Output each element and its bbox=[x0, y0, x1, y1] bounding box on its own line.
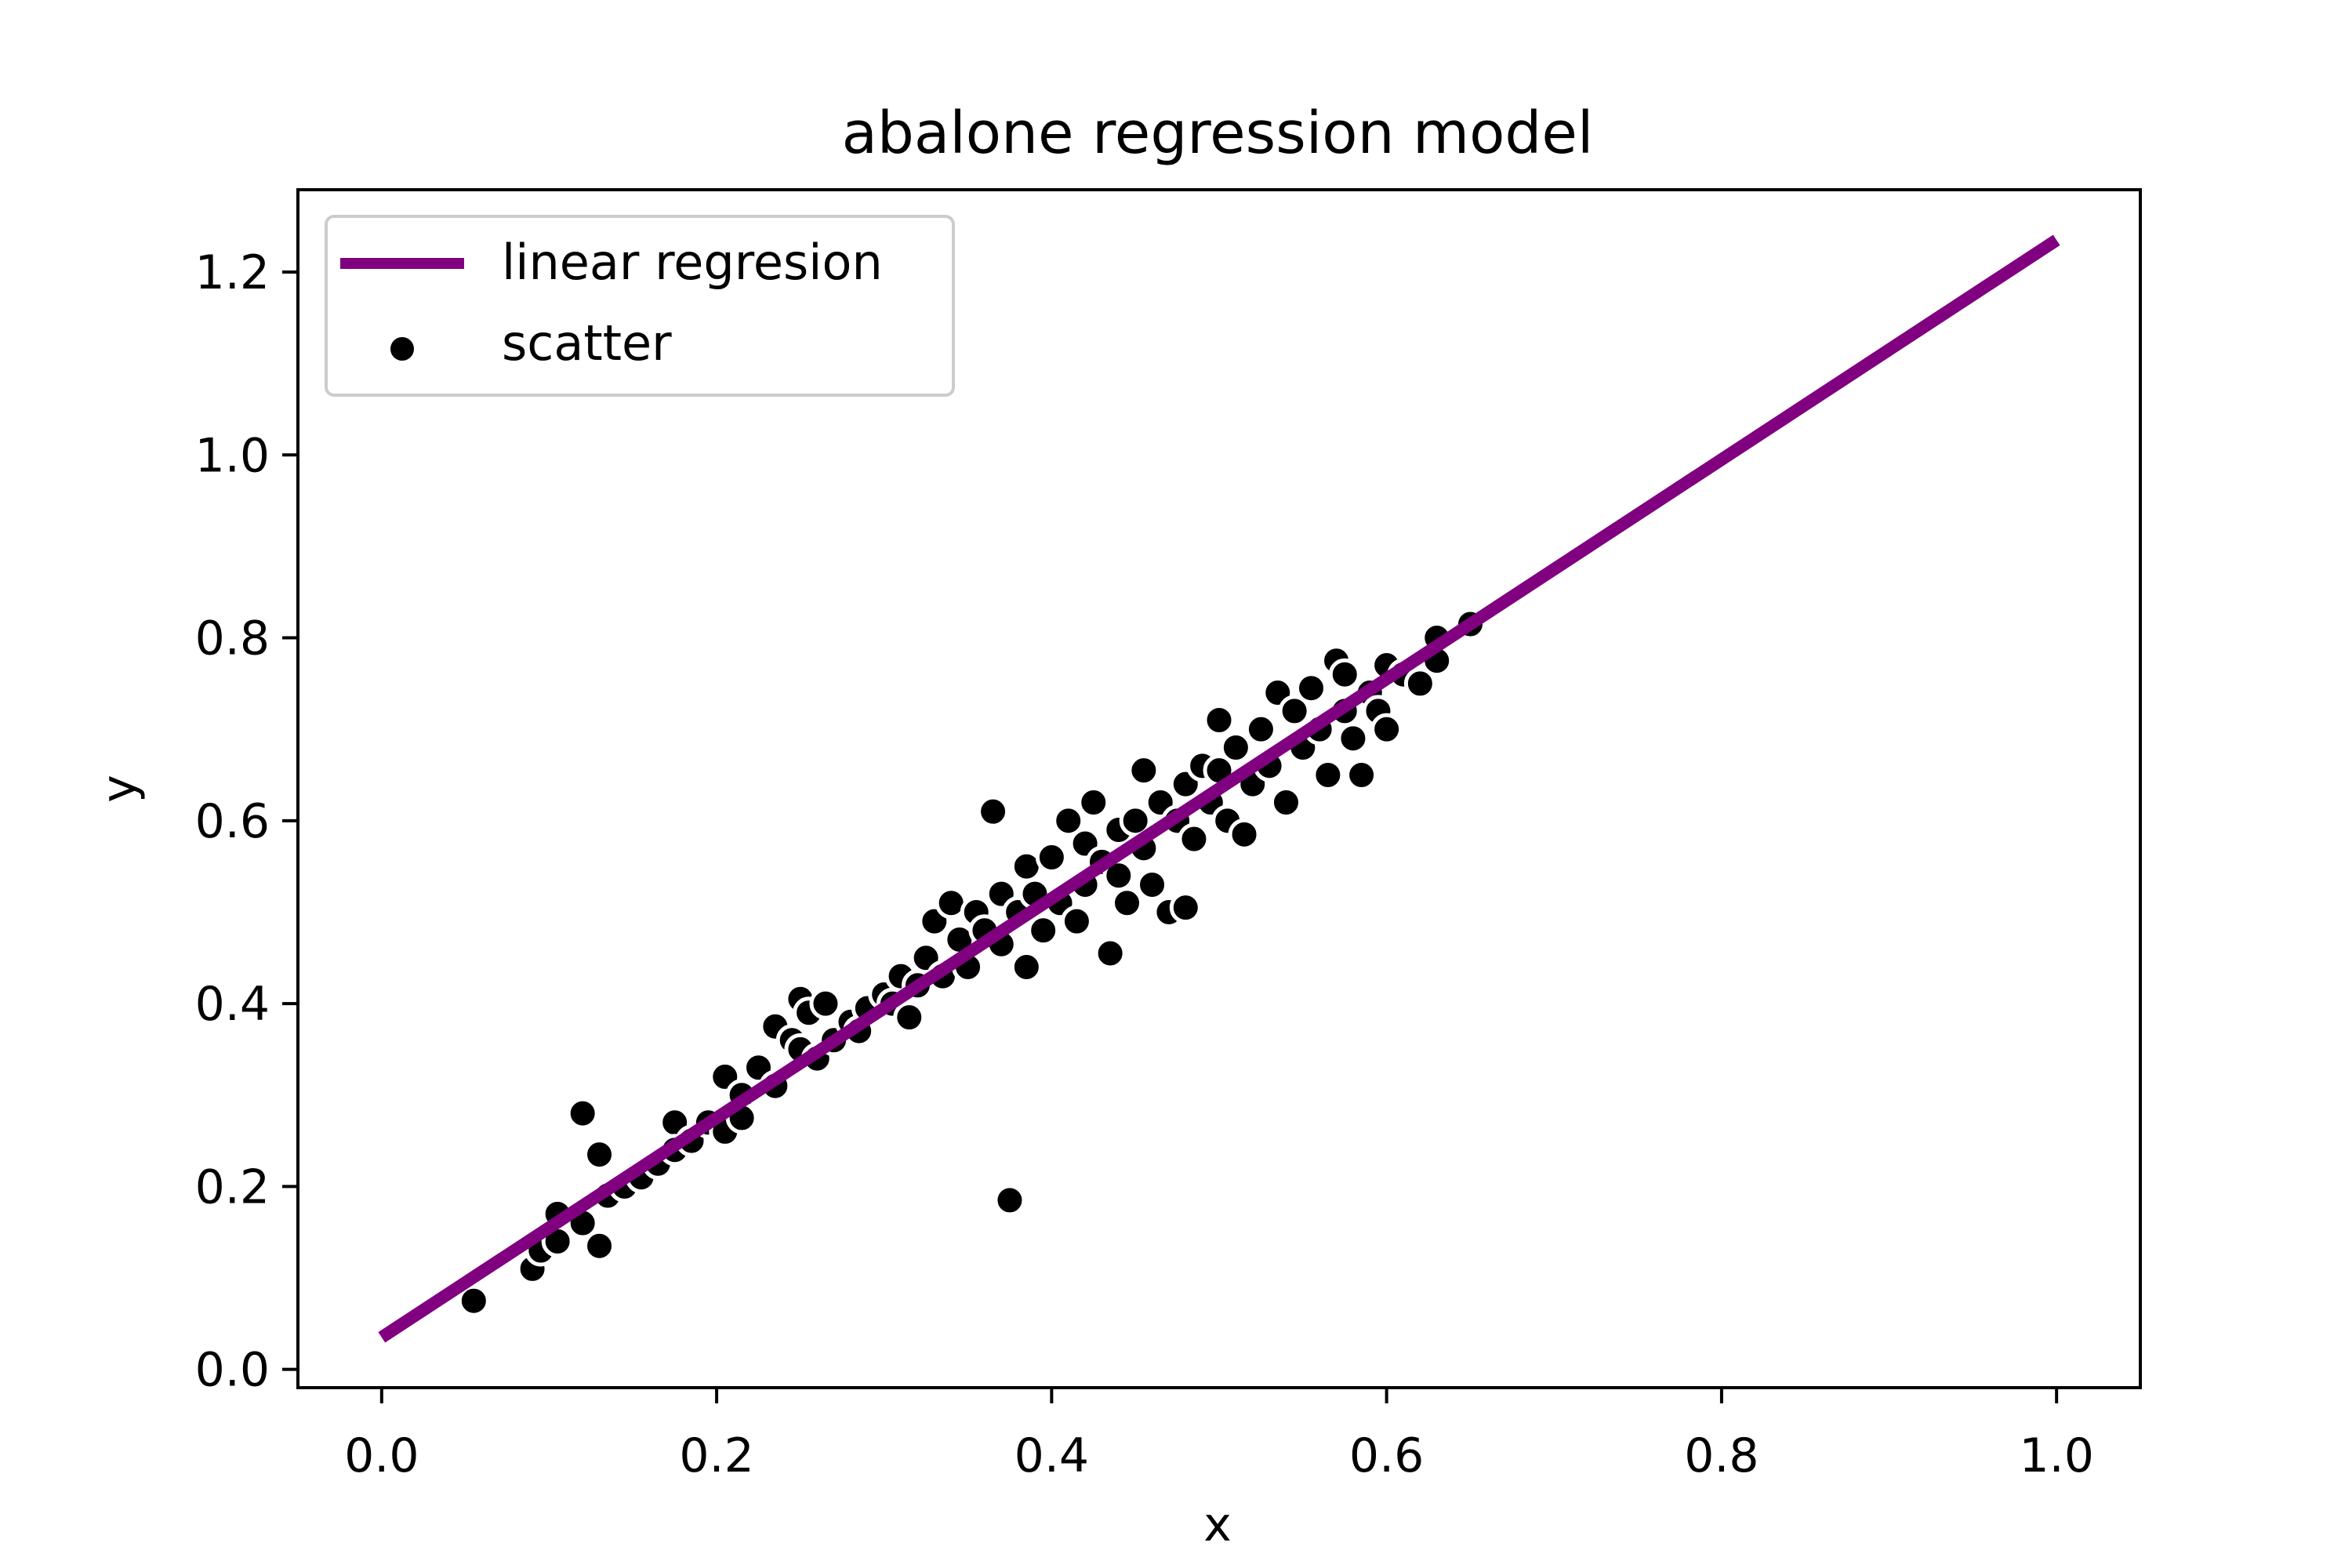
scatter-point bbox=[1178, 822, 1210, 855]
scatter-point bbox=[1328, 658, 1361, 691]
scatter-point bbox=[1094, 937, 1127, 970]
plot-area bbox=[378, 234, 2060, 1343]
scatter-point bbox=[566, 1097, 599, 1130]
scatter-point bbox=[809, 987, 842, 1020]
scatter-point bbox=[993, 1184, 1026, 1217]
axes-frame bbox=[296, 188, 2142, 1389]
legend: linear regresion scatter bbox=[325, 215, 955, 397]
x-tick-label: 0.6 bbox=[1349, 1428, 1424, 1483]
scatter-point bbox=[1337, 722, 1370, 755]
x-tick-label: 0.0 bbox=[344, 1428, 419, 1483]
scatter-point bbox=[583, 1138, 616, 1171]
axis-ticks: 0.0 0.2 0.4 0.6 0.8 1.0 0.0 0.2 0.4 0.6 0.8 1.0 1.2 bbox=[195, 245, 2094, 1483]
x-axis-label: x bbox=[1203, 1497, 1232, 1552]
legend-label-scatter: scatter bbox=[502, 314, 672, 372]
scatter-point bbox=[1295, 672, 1327, 705]
y-tick-label: 0.8 bbox=[195, 612, 270, 666]
scatter-point bbox=[1010, 950, 1043, 983]
scatter-point bbox=[1169, 891, 1202, 924]
x-tick-label: 0.4 bbox=[1014, 1428, 1089, 1483]
scatter-point bbox=[1127, 754, 1160, 787]
scatter-point bbox=[1052, 804, 1085, 837]
scatter-point bbox=[457, 1284, 490, 1317]
scatter-point bbox=[1111, 887, 1143, 920]
chart-title: abalone regression model bbox=[842, 100, 1594, 167]
scatter-point bbox=[893, 1001, 926, 1034]
y-tick-label: 0.6 bbox=[195, 794, 270, 849]
scatter-point bbox=[1370, 713, 1403, 746]
scatter-point bbox=[1060, 905, 1093, 938]
scatter-point bbox=[583, 1229, 616, 1262]
legend-label-regression: linear regresion bbox=[502, 234, 883, 291]
x-tick-label: 0.8 bbox=[1684, 1428, 1759, 1483]
scatter-point bbox=[1228, 818, 1261, 851]
regression-line bbox=[378, 234, 2060, 1343]
scatter-point bbox=[1278, 695, 1311, 728]
scatter-point bbox=[1269, 786, 1302, 818]
y-tick-label: 0.0 bbox=[195, 1343, 270, 1398]
scatter-point bbox=[1244, 713, 1277, 746]
scatter-point bbox=[1312, 759, 1345, 792]
y-tick-label: 0.2 bbox=[195, 1160, 270, 1214]
y-tick-label: 1.0 bbox=[195, 428, 270, 483]
y-axis-label: y bbox=[92, 775, 147, 803]
scatter-point bbox=[1077, 786, 1110, 818]
scatter-point bbox=[1035, 840, 1068, 873]
y-tick-label: 1.2 bbox=[195, 245, 270, 300]
legend-box bbox=[325, 215, 955, 397]
scatter-point bbox=[1219, 731, 1252, 764]
y-tick-label: 0.4 bbox=[195, 977, 270, 1032]
scatter-point bbox=[1403, 667, 1436, 700]
scatter-point bbox=[1203, 704, 1236, 737]
scatter-point bbox=[977, 795, 1010, 828]
scatter-point bbox=[1027, 914, 1060, 947]
x-tick-label: 1.0 bbox=[2019, 1428, 2093, 1483]
scatter-point bbox=[1345, 759, 1378, 792]
legend-scatter-swatch bbox=[387, 334, 417, 364]
scatter-point bbox=[1136, 868, 1169, 901]
x-tick-label: 0.2 bbox=[679, 1428, 753, 1483]
